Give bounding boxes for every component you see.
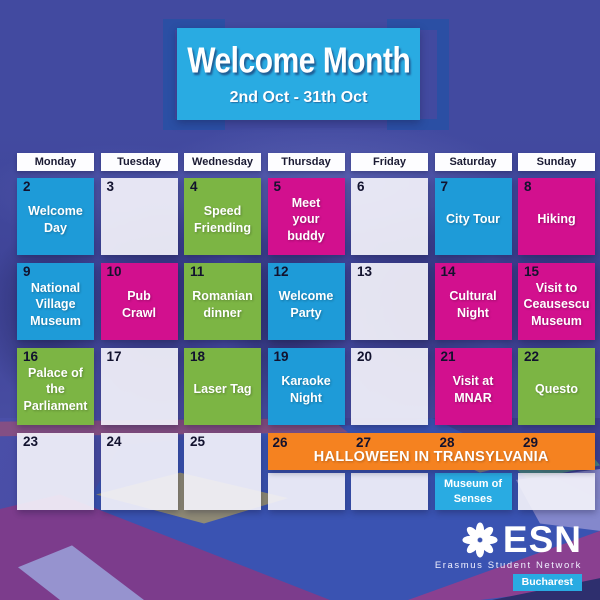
- date-number: 2: [23, 179, 31, 194]
- esn-star-icon: [462, 521, 498, 558]
- date-number: 22: [524, 349, 540, 364]
- date-number: 14: [440, 264, 456, 279]
- calendar-cell-6: 6: [351, 178, 428, 255]
- weekday-label-saturday: Saturday: [434, 153, 512, 171]
- date-range-subtitle: 2nd Oct - 31th Oct: [229, 88, 368, 106]
- date-number: 26: [272, 435, 288, 450]
- esn-logo-text: ESN: [502, 519, 582, 560]
- date-number: 29: [523, 435, 539, 450]
- halloween-subcell: [351, 473, 428, 510]
- calendar-cell-10: 10 Pub Crawl: [100, 263, 178, 340]
- museum-of-senses-cell: Museum of Senses: [434, 473, 512, 510]
- event-label: Palace of the Parliament: [23, 365, 88, 414]
- calendar-cell-23: 23: [17, 433, 94, 510]
- weekday-label-tuesday: Tuesday: [100, 153, 178, 171]
- date-number: 7: [440, 179, 449, 194]
- halloween-block: 26 27 28 29 HALLOWEEN IN TRANSYLVANIA Museum …: [267, 433, 595, 510]
- calendar-grid: 2 Welcome Day 3 4 Speed Friending 5 Meet your …: [17, 178, 595, 510]
- calendar-cell-9: 9 National Village Museum: [17, 263, 94, 340]
- halloween-banner: 26 27 28 29 HALLOWEEN IN TRANSYLVANIA: [267, 433, 595, 470]
- date-number: 4: [190, 179, 198, 194]
- date-number: 12: [273, 264, 289, 279]
- date-number: 27: [356, 435, 372, 450]
- halloween-subcell: [267, 473, 345, 510]
- calendar-cell-20: 20: [351, 348, 428, 425]
- weekday-label-thursday: Thursday: [267, 153, 345, 171]
- calendar-cell-22: 22 Questo: [518, 348, 595, 425]
- calendar-cell-11: 11 Romanian dinner: [184, 263, 261, 340]
- date-number: 28: [439, 435, 455, 450]
- halloween-subcell: [518, 473, 595, 510]
- date-number: 15: [524, 264, 540, 279]
- calendar-cell-14: 14 Cultural Night: [434, 263, 512, 340]
- event-label: Meet your buddy: [287, 195, 325, 244]
- date-number: 5: [273, 179, 282, 194]
- poster-title: Welcome Month: [186, 40, 411, 81]
- event-label: Karaoke Night: [281, 374, 331, 405]
- event-label: National Village Museum: [30, 280, 81, 329]
- date-number: 21: [440, 349, 456, 364]
- date-number: 18: [190, 349, 206, 364]
- header-bracket-right-icon: [387, 19, 449, 130]
- date-number: 3: [106, 179, 115, 194]
- weekday-label-sunday: Sunday: [518, 153, 595, 171]
- event-label: Questo: [534, 382, 579, 397]
- date-number: 8: [524, 179, 532, 194]
- esn-org-name: Erasmus Student Network: [434, 560, 582, 571]
- event-label: Hiking: [537, 212, 576, 227]
- date-number: 9: [23, 264, 31, 279]
- date-number: 17: [106, 349, 122, 364]
- weekday-header-row: Monday Tuesday Wednesday Thursday Friday Satu…: [17, 153, 595, 171]
- calendar-cell-3: 3: [100, 178, 178, 255]
- calendar-cell-12: 12 Welcome Party: [267, 263, 345, 340]
- event-label: Pub Crawl: [121, 289, 157, 320]
- event-label: Cultural Night: [449, 289, 497, 320]
- calendar-cell-13: 13: [351, 263, 428, 340]
- calendar-cell-25: 25: [184, 433, 261, 510]
- calendar-cell-21: 21 Visit at MNAR: [434, 348, 512, 425]
- date-number: 24: [106, 434, 122, 449]
- esn-city-badge: Bucharest: [512, 574, 582, 591]
- weekday-label-friday: Friday: [351, 153, 428, 171]
- halloween-subrow: Museum of Senses: [267, 473, 595, 510]
- event-label: Laser Tag: [193, 382, 252, 397]
- date-number: 11: [190, 264, 205, 279]
- event-label: Romanian dinner: [192, 289, 253, 320]
- calendar-cell-5: 5 Meet your buddy: [267, 178, 345, 255]
- weekday-label-monday: Monday: [17, 153, 94, 171]
- halloween-title: HALLOWEEN IN TRANSYLVANIA: [313, 449, 549, 465]
- date-number: 10: [106, 264, 122, 279]
- event-label: Visit to Ceausescu Museum: [523, 280, 590, 329]
- calendar-cell-15: 15 Visit to Ceausescu Museum: [518, 263, 595, 340]
- date-number: 20: [357, 349, 373, 364]
- esn-logo-row: ESN: [462, 521, 582, 558]
- esn-logo-block: ESN Erasmus Student Network Bucharest: [435, 521, 582, 591]
- calendar-cell-17: 17: [100, 348, 178, 425]
- header: Welcome Month 2nd Oct - 31th Oct: [177, 28, 420, 120]
- event-label: Welcome Party: [278, 289, 334, 320]
- event-label: Welcome Day: [28, 204, 83, 235]
- calendar-cell-18: 18 Laser Tag: [184, 348, 261, 425]
- calendar-cell-19: 19 Karaoke Night: [267, 348, 345, 425]
- date-number: 13: [357, 264, 373, 279]
- calendar-cell-16: 16 Palace of the Parliament: [17, 348, 94, 425]
- date-number: 23: [23, 434, 39, 449]
- date-number: 25: [190, 434, 206, 449]
- date-number: 19: [273, 349, 289, 364]
- event-label: City Tour: [446, 212, 500, 227]
- calendar-cell-4: 4 Speed Friending: [184, 178, 261, 255]
- event-label: Speed Friending: [194, 204, 251, 235]
- calendar-cell-2: 2 Welcome Day: [17, 178, 94, 255]
- calendar-cell-7: 7 City Tour: [434, 178, 512, 255]
- calendar-cell-8: 8 Hiking: [518, 178, 595, 255]
- calendar-cell-24: 24: [100, 433, 178, 510]
- event-label: Visit at MNAR: [452, 374, 494, 405]
- header-bracket-left-icon: [163, 19, 225, 130]
- date-number: 16: [23, 349, 39, 364]
- date-number: 6: [357, 179, 365, 194]
- weekday-label-wednesday: Wednesday: [184, 153, 261, 171]
